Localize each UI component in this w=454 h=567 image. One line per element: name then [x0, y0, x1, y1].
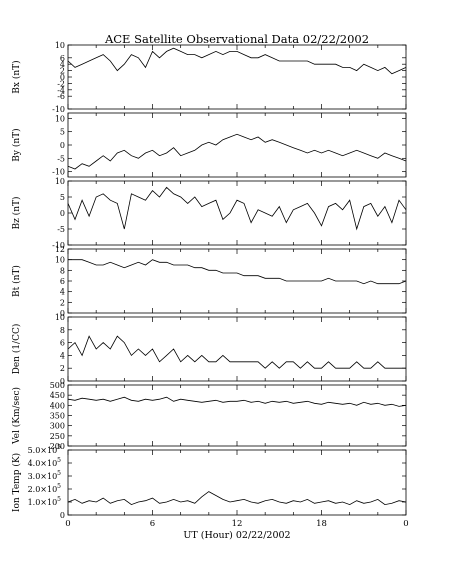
panel-frame [67, 449, 407, 516]
panel: 12 108 6 42 0 Bt (nT) [11, 245, 407, 318]
y-axis-label: Vel (Km/sec) [11, 387, 22, 445]
y-tick-label: 500 [50, 381, 65, 390]
y-tick-label: 10 [55, 256, 65, 265]
y-tick-label: 5.0×105 [28, 444, 62, 455]
y-tick-label: 5 [60, 193, 65, 202]
panel: 5.0×105 4.0×105 3.0×105 2.0×105 1.0×105 0 Ion … [11, 444, 407, 520]
y-tick-label: -10 [52, 168, 65, 177]
series-line [67, 133, 407, 170]
y-tick-exponent: 5 [57, 444, 61, 451]
panel: 10 8 6 4 2 0 Den (1/CC) [11, 313, 407, 386]
y-tick-label: 10 [55, 177, 65, 186]
series-line [67, 186, 407, 231]
x-tick-label: 12 [232, 519, 243, 529]
y-tick-label: -10 [52, 241, 65, 250]
y-axis-label: Ion Temp (K) [11, 453, 22, 512]
series-line [68, 259, 407, 285]
y-tick-label: 5 [60, 128, 65, 137]
y-tick-label: 400 [50, 401, 65, 410]
y-tick-label: 2 [60, 298, 65, 307]
y-tick-exponent: 5 [57, 483, 61, 490]
x-tick-label: 0 [65, 519, 70, 529]
series-line [67, 396, 407, 407]
y-tick-exponent: 5 [57, 470, 61, 477]
y-tick-label: 2.0×105 [28, 483, 62, 494]
y-tick-label: -10 [52, 105, 65, 114]
y-tick-exponent: 5 [57, 496, 61, 503]
y-tick-label: 350 [50, 412, 65, 421]
y-tick-label: 0 [60, 377, 65, 386]
y-tick-label: 250 [50, 432, 65, 441]
y-tick-label: 6 [60, 339, 65, 348]
y-tick-label: 450 [50, 391, 65, 400]
y-axis-label: Den (1/CC) [11, 324, 22, 375]
series-line [67, 335, 406, 369]
y-axis-label: By (nT) [11, 128, 22, 161]
y-tick-label: 0 [60, 73, 65, 82]
y-tick-label: -6 [57, 92, 65, 101]
x-tick-label: 6 [150, 519, 155, 529]
y-tick-label: 4 [60, 288, 65, 297]
y-tick-label: 10 [55, 114, 65, 123]
panel-frame [67, 316, 407, 382]
y-tick-label: -5 [57, 225, 65, 234]
y-tick-label: 2 [60, 67, 65, 76]
y-tick-label: 200 [50, 442, 65, 451]
y-tick-label: 4.0×105 [28, 457, 62, 468]
x-axis-label: UT (Hour) 02/22/2002 [183, 530, 290, 541]
y-tick-label: 8 [60, 326, 65, 335]
y-tick-label: 300 [50, 422, 65, 431]
y-tick-label: 3.0×105 [28, 470, 62, 481]
x-tick-label: 0 [403, 519, 408, 529]
y-tick-label: 1.0×105 [28, 496, 62, 507]
y-tick-label: 6 [60, 54, 65, 63]
panel-frame [67, 44, 407, 110]
y-tick-label: 0 [60, 309, 65, 318]
y-tick-label: 10 [55, 41, 65, 50]
y-tick-label: -5 [57, 154, 65, 163]
y-tick-label: 2 [60, 364, 65, 373]
y-axis-label: Bt (nT) [11, 265, 22, 297]
y-axis-label: Bx (nT) [11, 60, 22, 93]
series-line [67, 491, 407, 506]
panel-frame [67, 180, 407, 246]
y-tick-label: 0 [60, 209, 65, 218]
y-tick-label: 0 [60, 141, 65, 150]
y-tick-exponent: 5 [57, 457, 61, 464]
y-tick-label: -2 [57, 79, 65, 88]
y-tick-label: 6 [60, 277, 65, 286]
panel: 10 5 0 -5 -10 Bz (nT) [11, 177, 407, 250]
y-tick-label: -4 [57, 86, 65, 95]
y-tick-label: 0 [60, 511, 65, 520]
panel-frame [67, 112, 407, 178]
x-tick-label: 18 [316, 519, 327, 529]
chart-title: ACE Satellite Observational Data 02/22/2… [104, 32, 369, 46]
y-tick-label: 12 [55, 245, 65, 254]
y-tick-label: 10 [55, 313, 65, 322]
panel-frame [67, 384, 407, 447]
y-tick-label: 8 [60, 266, 65, 275]
panel: 10 5 0 -5 -10 By (nT) [11, 112, 407, 178]
y-tick-label: 4 [60, 351, 65, 360]
series-line [67, 47, 407, 75]
y-axis-label: Bz (nT) [11, 196, 22, 229]
y-tick-label: 4 [60, 60, 65, 69]
